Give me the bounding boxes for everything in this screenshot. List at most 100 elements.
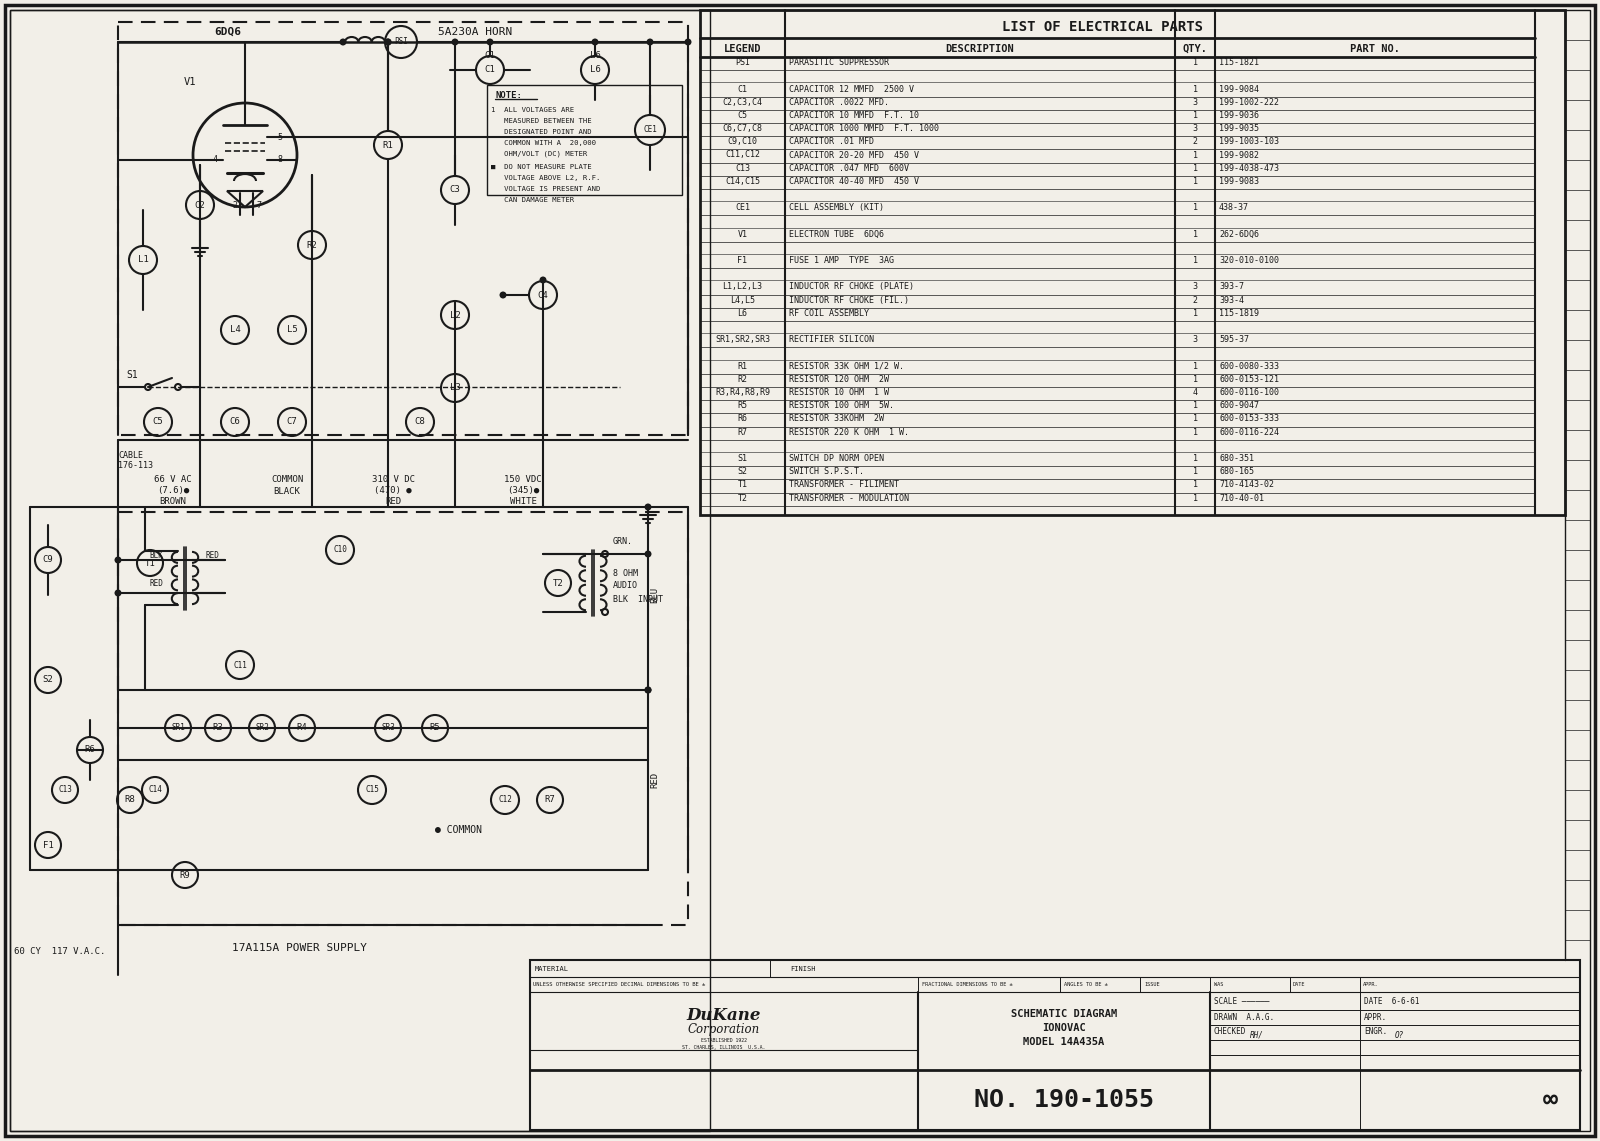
Text: 1: 1 [1192, 480, 1197, 489]
Circle shape [685, 39, 691, 46]
Text: MODEL 14A435A: MODEL 14A435A [1024, 1037, 1104, 1047]
Text: RESISTOR 10 OHM  1 W: RESISTOR 10 OHM 1 W [789, 388, 890, 397]
Text: R6: R6 [85, 745, 96, 754]
Text: 8: 8 [277, 155, 283, 164]
Text: 150 VDC: 150 VDC [504, 476, 542, 485]
Text: L1: L1 [138, 256, 149, 265]
Text: 3: 3 [1192, 98, 1197, 107]
Text: CAPACITOR .01 MFD: CAPACITOR .01 MFD [789, 137, 874, 146]
Text: C6: C6 [230, 418, 240, 427]
Text: ELECTRON TUBE  6DQ6: ELECTRON TUBE 6DQ6 [789, 229, 883, 238]
Text: 1: 1 [1192, 151, 1197, 160]
Text: RED: RED [205, 551, 219, 560]
Text: R1: R1 [382, 140, 394, 149]
Text: ANGLES TO BE ±: ANGLES TO BE ± [1064, 981, 1107, 987]
Circle shape [174, 385, 181, 390]
Circle shape [451, 39, 459, 46]
Text: C14: C14 [149, 785, 162, 794]
Text: C13: C13 [734, 163, 750, 172]
Text: T2: T2 [738, 494, 747, 503]
Text: PSI: PSI [394, 38, 408, 47]
Text: COMMON WITH A  20,000: COMMON WITH A 20,000 [491, 140, 595, 146]
Text: 680-351: 680-351 [1219, 454, 1254, 463]
Text: LIST OF ELECTRICAL PARTS: LIST OF ELECTRICAL PARTS [1002, 21, 1203, 34]
Text: RESISTOR 120 OHM  2W: RESISTOR 120 OHM 2W [789, 375, 890, 383]
Text: 1: 1 [1192, 468, 1197, 476]
Text: 2: 2 [232, 201, 237, 210]
Circle shape [146, 385, 150, 390]
Circle shape [645, 550, 651, 558]
Text: R8: R8 [125, 795, 136, 804]
Text: AUDIO: AUDIO [613, 582, 638, 591]
Text: 3: 3 [1192, 335, 1197, 345]
Text: S1: S1 [126, 370, 138, 380]
Text: WAS: WAS [1214, 981, 1224, 987]
Text: CAPACITOR 20-20 MFD  450 V: CAPACITOR 20-20 MFD 450 V [789, 151, 918, 160]
Text: T2: T2 [552, 578, 563, 588]
Text: SR1,SR2,SR3: SR1,SR2,SR3 [715, 335, 770, 345]
Circle shape [539, 276, 547, 283]
Text: ENGR.: ENGR. [1363, 1028, 1387, 1036]
Text: BLACK: BLACK [274, 486, 301, 495]
Text: C4: C4 [538, 291, 549, 299]
Text: (470) ●: (470) ● [374, 486, 411, 495]
Text: MEASURED BETWEEN THE: MEASURED BETWEEN THE [491, 118, 592, 124]
Text: CAPACITOR 1000 MMFD  F.T. 1000: CAPACITOR 1000 MMFD F.T. 1000 [789, 124, 939, 133]
Circle shape [646, 39, 653, 46]
Text: CE1: CE1 [643, 126, 658, 135]
Text: CAPACITOR 40-40 MFD  450 V: CAPACITOR 40-40 MFD 450 V [789, 177, 918, 186]
Text: CAPACITOR 12 MMFD  2500 V: CAPACITOR 12 MMFD 2500 V [789, 84, 914, 94]
Text: Corporation: Corporation [688, 1023, 760, 1036]
Text: CAN DAMAGE METER: CAN DAMAGE METER [491, 197, 574, 203]
Text: 680-165: 680-165 [1219, 468, 1254, 476]
Text: DATE  6-6-61: DATE 6-6-61 [1363, 996, 1419, 1005]
Text: ESTABLISHED 1922: ESTABLISHED 1922 [701, 1037, 747, 1043]
Text: DuKane: DuKane [686, 1008, 762, 1025]
Bar [486, 84, 682, 195]
Text: VOLTAGE IS PRESENT AND: VOLTAGE IS PRESENT AND [491, 186, 600, 192]
Text: SR1: SR1 [171, 723, 186, 733]
Text: F1: F1 [738, 256, 747, 265]
Text: 7: 7 [256, 201, 261, 210]
Text: ∞: ∞ [1542, 1089, 1557, 1112]
Text: 393-7: 393-7 [1219, 283, 1245, 291]
Text: 1: 1 [1192, 203, 1197, 212]
Text: 176-113: 176-113 [118, 461, 154, 469]
Text: 8 OHM: 8 OHM [613, 568, 638, 577]
Text: 600-0153-121: 600-0153-121 [1219, 375, 1278, 383]
Text: 393-4: 393-4 [1219, 296, 1245, 305]
Text: C1: C1 [738, 84, 747, 94]
Text: R7: R7 [738, 428, 747, 437]
Text: 5: 5 [277, 132, 283, 141]
Text: 1: 1 [1192, 402, 1197, 411]
Text: V1: V1 [184, 76, 197, 87]
Text: C9: C9 [43, 556, 53, 565]
Text: C5: C5 [152, 418, 163, 427]
Text: C9,C10: C9,C10 [728, 137, 757, 146]
Text: C10: C10 [333, 545, 347, 555]
Text: INDUCTOR RF CHOKE (PLATE): INDUCTOR RF CHOKE (PLATE) [789, 283, 914, 291]
Circle shape [339, 39, 347, 46]
Text: BLK  INPUT: BLK INPUT [613, 594, 662, 604]
Circle shape [384, 39, 392, 46]
Circle shape [115, 590, 122, 597]
Text: TRANSFORMER - MODULATION: TRANSFORMER - MODULATION [789, 494, 909, 503]
Text: 310 V DC: 310 V DC [371, 476, 414, 485]
Text: 199-9082: 199-9082 [1219, 151, 1259, 160]
Text: 17A115A POWER SUPPLY: 17A115A POWER SUPPLY [232, 942, 368, 953]
Text: C3: C3 [450, 186, 461, 194]
Text: SCALE ——————: SCALE —————— [1214, 996, 1269, 1005]
Text: CAPACITOR .047 MFD  600V: CAPACITOR .047 MFD 600V [789, 163, 909, 172]
Text: C11: C11 [234, 661, 246, 670]
Circle shape [592, 39, 598, 46]
Text: 1: 1 [1192, 375, 1197, 383]
Text: 2: 2 [1192, 137, 1197, 146]
Text: R3: R3 [213, 723, 224, 733]
Text: L1,L2,L3: L1,L2,L3 [723, 283, 763, 291]
Text: 262-6DQ6: 262-6DQ6 [1219, 229, 1259, 238]
Text: L4: L4 [230, 325, 240, 334]
Text: PART NO.: PART NO. [1350, 44, 1400, 54]
Text: 115-1821: 115-1821 [1219, 58, 1259, 67]
Text: DATE: DATE [1293, 981, 1306, 987]
Text: ST. CHARLES, ILLINOIS  U.S.A.: ST. CHARLES, ILLINOIS U.S.A. [682, 1044, 766, 1050]
